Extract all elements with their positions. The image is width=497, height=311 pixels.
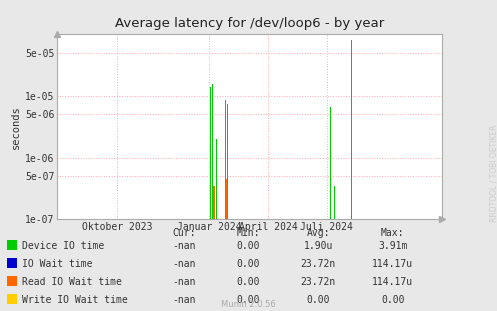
Text: 0.00: 0.00 [237, 295, 260, 305]
Text: 23.72n: 23.72n [301, 277, 335, 287]
Text: Avg:: Avg: [306, 228, 330, 238]
Text: 0.00: 0.00 [237, 241, 260, 251]
Title: Average latency for /dev/loop6 - by year: Average latency for /dev/loop6 - by year [115, 17, 384, 30]
Text: Munin 2.0.56: Munin 2.0.56 [221, 299, 276, 309]
Text: 114.17u: 114.17u [372, 277, 413, 287]
Text: Write IO Wait time: Write IO Wait time [22, 295, 128, 305]
Text: 1.90u: 1.90u [303, 241, 333, 251]
Text: 0.00: 0.00 [237, 259, 260, 269]
Text: 0.00: 0.00 [381, 295, 405, 305]
Text: 3.91m: 3.91m [378, 241, 408, 251]
Text: Max:: Max: [381, 228, 405, 238]
Text: RRDTOOL / TOBI OETIKER: RRDTOOL / TOBI OETIKER [489, 124, 497, 222]
Text: -nan: -nan [172, 241, 196, 251]
Text: 0.00: 0.00 [306, 295, 330, 305]
Text: Device IO time: Device IO time [22, 241, 104, 251]
Text: -nan: -nan [172, 277, 196, 287]
Text: 114.17u: 114.17u [372, 259, 413, 269]
Text: Min:: Min: [237, 228, 260, 238]
Text: Cur:: Cur: [172, 228, 196, 238]
Text: -nan: -nan [172, 259, 196, 269]
Text: 0.00: 0.00 [237, 277, 260, 287]
Text: Read IO Wait time: Read IO Wait time [22, 277, 122, 287]
Text: 23.72n: 23.72n [301, 259, 335, 269]
Text: IO Wait time: IO Wait time [22, 259, 93, 269]
Text: -nan: -nan [172, 295, 196, 305]
Y-axis label: seconds: seconds [11, 105, 21, 149]
